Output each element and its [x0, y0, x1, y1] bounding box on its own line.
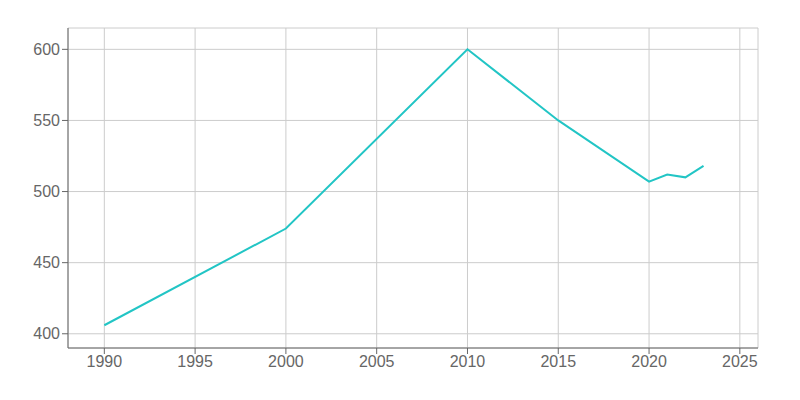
- svg-text:500: 500: [33, 183, 60, 200]
- svg-text:1995: 1995: [177, 353, 213, 370]
- svg-text:550: 550: [33, 112, 60, 129]
- svg-text:450: 450: [33, 254, 60, 271]
- svg-text:600: 600: [33, 41, 60, 58]
- svg-text:400: 400: [33, 325, 60, 342]
- svg-text:1990: 1990: [87, 353, 123, 370]
- svg-text:2020: 2020: [631, 353, 667, 370]
- svg-text:2005: 2005: [359, 353, 395, 370]
- svg-text:2000: 2000: [268, 353, 304, 370]
- svg-text:2025: 2025: [722, 353, 758, 370]
- svg-text:2010: 2010: [450, 353, 486, 370]
- svg-text:2015: 2015: [540, 353, 576, 370]
